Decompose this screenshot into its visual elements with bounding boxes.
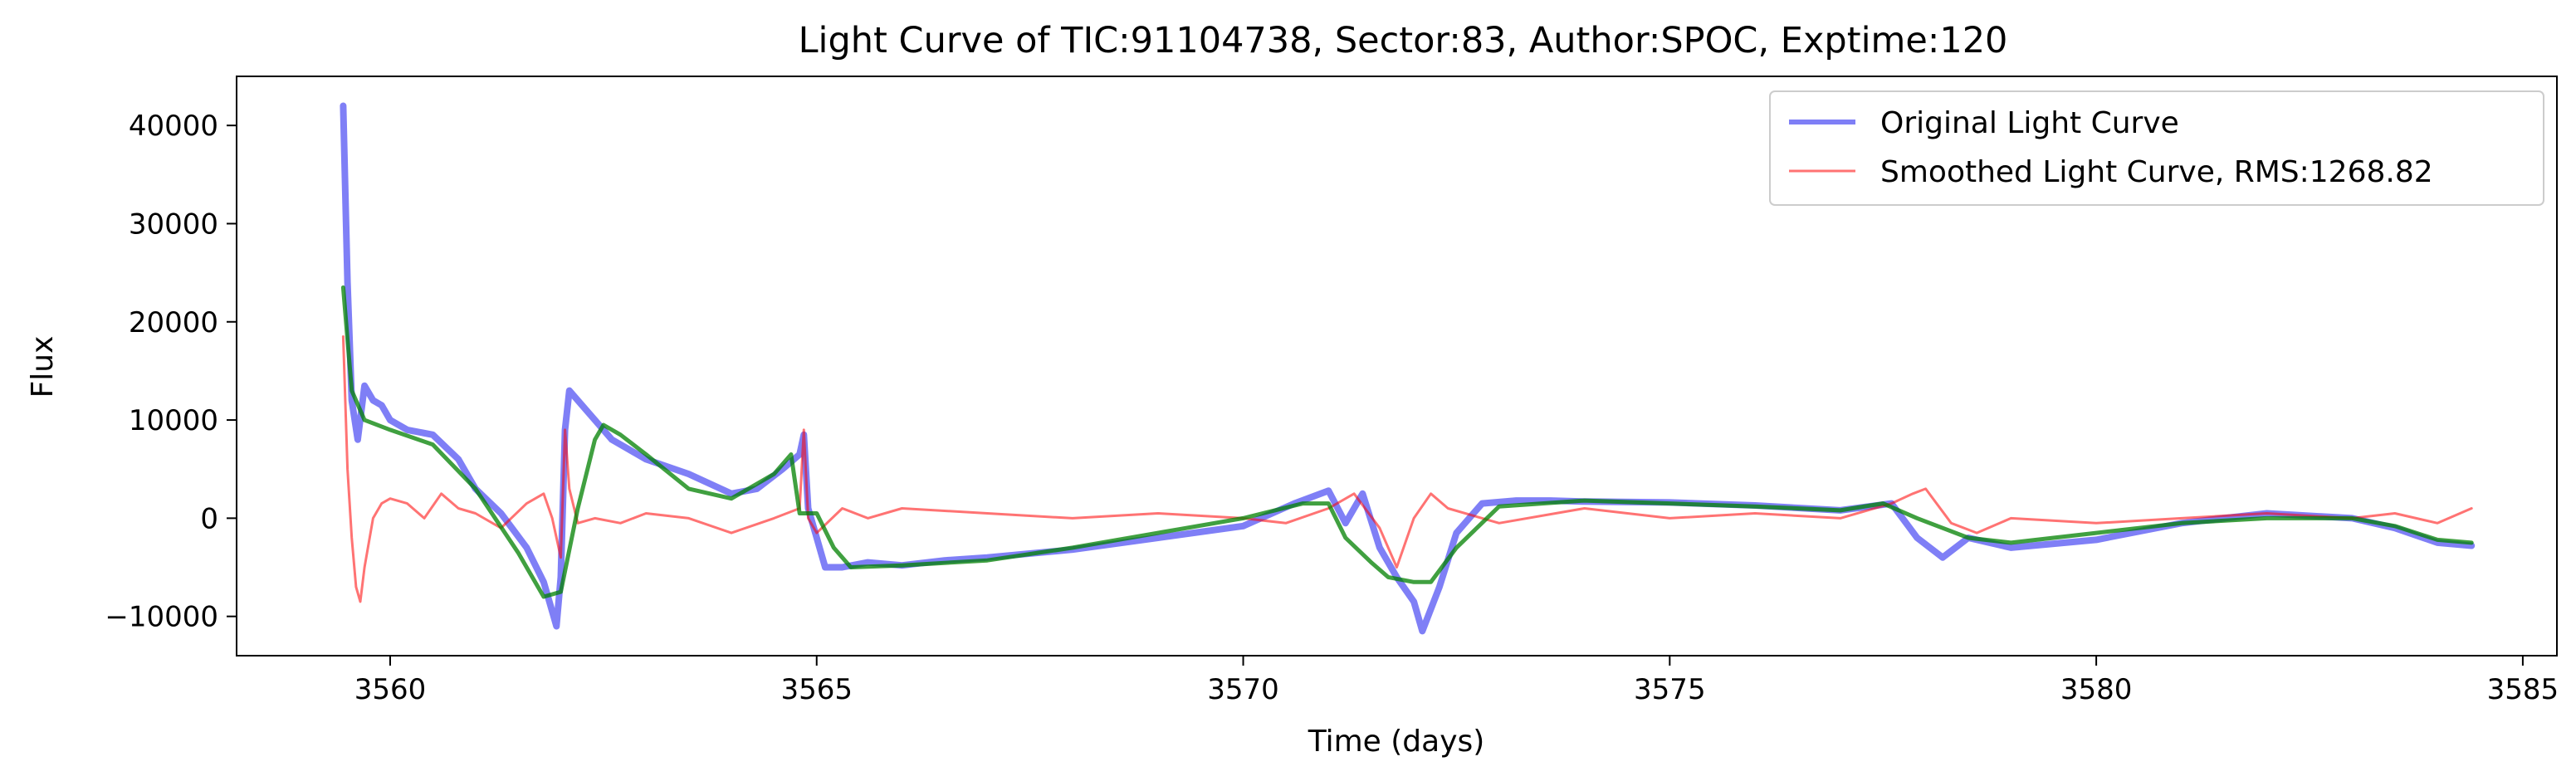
y-tick-label: 20000 xyxy=(129,306,218,339)
legend: Original Light Curve Smoothed Light Curv… xyxy=(1769,90,2544,206)
x-tick-label: 3560 xyxy=(354,673,427,706)
series-line-smoothed xyxy=(341,335,2473,603)
x-tick-label: 3575 xyxy=(1634,673,1706,706)
plot-area xyxy=(340,102,2476,635)
legend-box xyxy=(1769,90,2544,206)
x-tick-label: 3585 xyxy=(2487,673,2559,706)
series-line-fit xyxy=(340,285,2474,599)
y-tick-label: 40000 xyxy=(129,110,218,143)
y-axis: −10000 0 10000 20000 30000 40000 xyxy=(105,110,237,634)
legend-label-smoothed: Smoothed Light Curve, RMS:1268.82 xyxy=(1880,155,2433,189)
y-tick-label: 10000 xyxy=(129,404,218,437)
legend-label-original: Original Light Curve xyxy=(1880,106,2179,140)
plot-frame xyxy=(236,76,2558,657)
y-tick-label: 0 xyxy=(200,502,218,535)
x-tick-label: 3565 xyxy=(780,673,853,706)
x-tick-label: 3570 xyxy=(1207,673,1279,706)
y-axis-label: Flux xyxy=(26,336,60,398)
x-tick-label: 3580 xyxy=(2060,673,2133,706)
chart-title: Light Curve of TIC:91104738, Sector:83, … xyxy=(799,20,2008,61)
y-tick-label: 30000 xyxy=(129,207,218,241)
x-axis-label: Time (days) xyxy=(1308,725,1485,759)
y-tick-label: −10000 xyxy=(105,601,218,634)
x-axis: 3560 3565 3570 3575 3580 3585 xyxy=(354,656,2559,706)
